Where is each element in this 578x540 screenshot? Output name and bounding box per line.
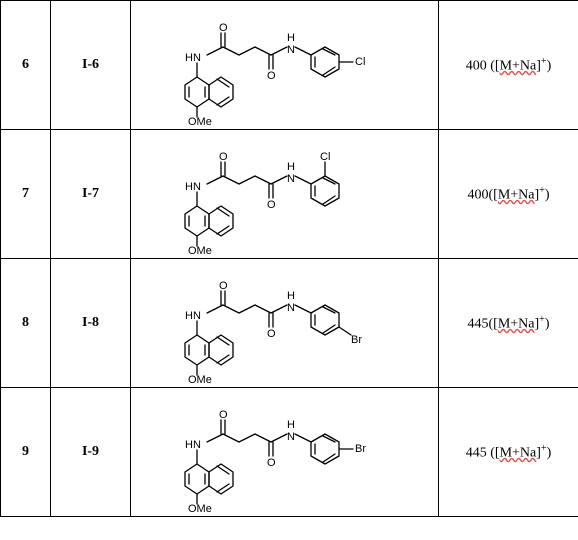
svg-text:Cl: Cl <box>320 151 330 163</box>
ms-end: ) <box>545 187 550 202</box>
svg-text:HN: HN <box>185 439 201 451</box>
table-row: 9 I-9 <box>1 388 578 517</box>
svg-text:N: N <box>287 431 295 443</box>
row-index: 8 <box>1 259 51 388</box>
svg-text:Br: Br <box>355 443 366 455</box>
ms-value: 445 <box>468 316 489 331</box>
svg-text:Br: Br <box>351 334 362 346</box>
ms-end: ) <box>547 445 552 460</box>
ms-cell: 445([M+Na]+) <box>439 259 578 388</box>
row-index: 6 <box>1 1 51 130</box>
ms-ion: M+Na <box>498 187 535 202</box>
svg-text:O: O <box>219 409 228 421</box>
svg-text:O: O <box>219 280 228 292</box>
ms-end: ) <box>547 58 552 73</box>
table-row: 7 I-7 <box>1 130 578 259</box>
compound-code: I-9 <box>51 388 131 517</box>
svg-text:OMe: OMe <box>188 374 212 383</box>
ms-ion: M+Na <box>500 445 537 460</box>
ms-cell: 445 ([M+Na]+) <box>439 388 578 517</box>
structure-cell: OMe HN O O H N Br <box>131 388 439 517</box>
compound-code: I-8 <box>51 259 131 388</box>
ms-ion: M+Na <box>500 58 537 73</box>
compound-code: I-7 <box>51 130 131 259</box>
ms-open: ([ <box>490 445 499 460</box>
structure-cell: OMe HN O O H N Cl <box>131 130 439 259</box>
svg-text:Cl: Cl <box>355 56 365 68</box>
ms-open: ([ <box>490 58 499 73</box>
structure-svg: OMe HN O O H N Cl <box>155 134 415 254</box>
row-index: 7 <box>1 130 51 259</box>
svg-text:OMe: OMe <box>188 245 212 254</box>
svg-text:H: H <box>287 32 295 44</box>
svg-text:O: O <box>219 22 228 34</box>
structure-svg: OMe HN O O H N Br <box>155 392 415 512</box>
svg-text:O: O <box>267 457 276 469</box>
ms-open: ([ <box>489 187 498 202</box>
svg-text:N: N <box>287 302 295 314</box>
structure-svg: OMe HN O O H N Br <box>155 263 415 383</box>
ms-open: ([ <box>489 316 498 331</box>
svg-text:O: O <box>267 199 276 211</box>
svg-text:N: N <box>287 173 295 185</box>
ms-cell: 400([M+Na]+) <box>439 130 578 259</box>
svg-text:H: H <box>287 161 295 173</box>
row-index: 9 <box>1 388 51 517</box>
table-row: 8 I-8 <box>1 259 578 388</box>
svg-text:H: H <box>287 419 295 431</box>
compound-code: I-6 <box>51 1 131 130</box>
ms-ion: M+Na <box>498 316 535 331</box>
compound-table: 6 I-6 <box>0 0 578 517</box>
svg-text:O: O <box>267 70 276 82</box>
svg-text:H: H <box>287 290 295 302</box>
ms-value: 400 <box>468 187 489 202</box>
svg-text:HN: HN <box>185 52 201 64</box>
svg-text:O: O <box>267 328 276 340</box>
ms-end: ) <box>545 316 550 331</box>
svg-text:O: O <box>219 151 228 163</box>
ms-cell: 400 ([M+Na]+) <box>439 1 578 130</box>
svg-text:HN: HN <box>185 181 201 193</box>
svg-text:OMe: OMe <box>188 503 212 512</box>
structure-cell: OMe HN O O H N Br <box>131 259 439 388</box>
svg-text:N: N <box>287 44 295 56</box>
structure-svg: OMe HN O O H N Cl <box>155 5 415 125</box>
svg-text:OMe: OMe <box>188 116 212 125</box>
svg-text:HN: HN <box>185 310 201 322</box>
ms-value: 445 <box>466 445 487 460</box>
ms-value: 400 <box>466 58 487 73</box>
structure-cell: OMe HN O O H N Cl <box>131 1 439 130</box>
table-row: 6 I-6 <box>1 1 578 130</box>
